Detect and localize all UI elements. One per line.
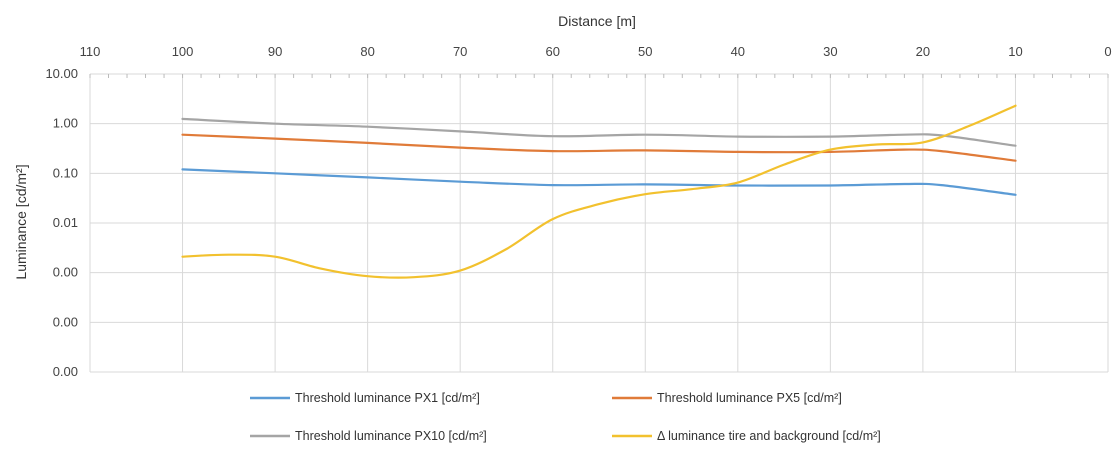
x-tick-label: 10 [1008, 44, 1022, 59]
x-tick-label: 110 [80, 44, 101, 59]
x-tick-label: 90 [268, 44, 282, 59]
y-tick-label: 0.00 [53, 364, 78, 379]
x-tick-label: 30 [823, 44, 837, 59]
x-tick-label: 20 [916, 44, 930, 59]
y-tick-label: 1.00 [53, 116, 78, 131]
x-tick-labels: 110 100 90 80 70 60 50 40 30 20 10 0 [80, 44, 1112, 59]
x-tick-label: 80 [360, 44, 374, 59]
series-line-px10 [181, 117, 1017, 147]
legend-label: Threshold luminance PX1 [cd/m²] [295, 391, 480, 405]
legend-item-px5: Threshold luminance PX5 [cd/m²] [612, 391, 842, 405]
series-line-px1 [181, 168, 1017, 196]
x-tick-label: 100 [172, 44, 194, 59]
legend-item-px10: Threshold luminance PX10 [cd/m²] [250, 429, 487, 443]
legend: Threshold luminance PX1 [cd/m²] Threshold… [250, 391, 881, 443]
x-tick-label: 0 [1104, 44, 1111, 59]
grid [89, 73, 1109, 373]
x-tick-label: 40 [731, 44, 745, 59]
series-line-delta-luminance [181, 104, 1017, 279]
x-tick-label: 60 [545, 44, 559, 59]
y-tick-label: 0.00 [53, 265, 78, 280]
x-axis-title: Distance [m] [558, 13, 636, 29]
legend-label: Threshold luminance PX5 [cd/m²] [657, 391, 842, 405]
y-tick-label: 10.00 [45, 66, 78, 81]
y-tick-labels: 10.00 1.00 0.10 0.01 0.00 0.00 0.00 [45, 66, 78, 379]
x-tick-label: 70 [453, 44, 467, 59]
y-tick-label: 0.01 [53, 215, 78, 230]
series-line-px5 [181, 133, 1017, 162]
y-axis-title: Luminance [cd/m²] [13, 164, 29, 279]
legend-label: Δ luminance tire and background [cd/m²] [657, 429, 881, 443]
y-tick-label: 0.10 [53, 165, 78, 180]
x-tick-label: 50 [638, 44, 652, 59]
legend-item-delta-luminance: Δ luminance tire and background [cd/m²] [612, 429, 881, 443]
legend-label: Threshold luminance PX10 [cd/m²] [295, 429, 487, 443]
legend-item-px1: Threshold luminance PX1 [cd/m²] [250, 391, 480, 405]
series-lines [181, 104, 1017, 279]
y-tick-label: 0.00 [53, 314, 78, 329]
